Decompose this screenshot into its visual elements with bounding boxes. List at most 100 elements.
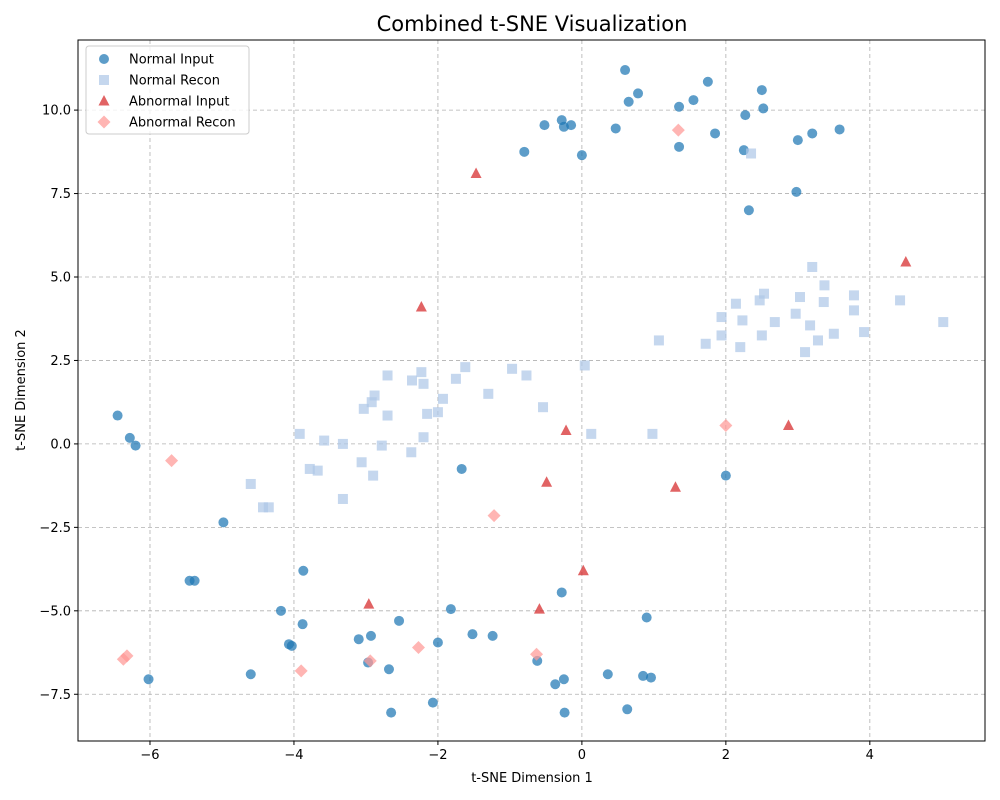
x-tick-label: −2 (428, 748, 447, 763)
point-normal-recon (895, 295, 906, 306)
point-normal-input (674, 141, 685, 152)
point-normal-recon (737, 315, 748, 326)
point-normal-recon (759, 288, 770, 299)
series-normal-input (112, 65, 845, 718)
point-normal-recon (818, 297, 829, 308)
point-abnormal-recon (719, 419, 733, 433)
point-normal-recon (805, 320, 816, 331)
point-abnormal-input (470, 167, 482, 179)
x-axis-label: t-SNE Dimension 1 (471, 771, 593, 786)
point-normal-input (124, 432, 135, 443)
chart-title: Combined t-SNE Visualization (377, 12, 688, 36)
point-normal-recon (807, 261, 818, 272)
point-normal-input (758, 103, 769, 114)
point-normal-input (620, 65, 631, 76)
point-normal-input (519, 146, 530, 157)
point-normal-recon (450, 373, 461, 384)
point-normal-input (456, 463, 467, 474)
point-normal-recon (828, 328, 839, 339)
point-normal-recon (716, 330, 727, 341)
point-normal-input (710, 128, 721, 139)
series-abnormal-input (363, 167, 912, 614)
point-normal-input (539, 120, 550, 131)
point-normal-recon (586, 428, 597, 439)
point-normal-input (791, 186, 802, 197)
point-normal-recon (507, 363, 518, 374)
series-normal-recon (245, 148, 949, 513)
point-normal-input (623, 96, 634, 107)
point-normal-recon (368, 470, 379, 481)
legend-box (85, 45, 250, 135)
x-tick-label: −6 (140, 748, 159, 763)
point-normal-recon (319, 435, 330, 446)
point-normal-input (576, 150, 587, 161)
legend: Normal Input Normal Recon Abnormal Input Ab… (85, 45, 250, 135)
point-normal-input (432, 637, 443, 648)
y-tick-label: 10.0 (42, 104, 71, 119)
point-normal-recon (257, 502, 268, 513)
point-normal-recon (366, 397, 377, 408)
y-axis-ticks: −7.5 −5.0 −2.5 0.0 2.5 5.0 7.5 10.0 (39, 104, 78, 703)
point-normal-recon (356, 457, 367, 468)
x-tick-label: −4 (284, 748, 303, 763)
series-abnormal-recon (116, 123, 733, 678)
point-normal-recon (358, 403, 369, 414)
point-normal-input (130, 440, 141, 451)
point-normal-input (298, 565, 309, 576)
point-normal-recon (382, 410, 393, 421)
point-normal-recon (416, 367, 427, 378)
point-normal-recon (579, 360, 590, 371)
point-normal-input (622, 704, 633, 715)
point-normal-recon (304, 463, 315, 474)
point-normal-recon (312, 465, 323, 476)
point-normal-input (487, 630, 498, 641)
y-tick-label: −7.5 (39, 688, 71, 703)
plot-frame (77, 39, 986, 742)
point-normal-recon (437, 393, 448, 404)
legend-label-normal-input: Normal Input (129, 53, 214, 68)
point-normal-recon (647, 428, 658, 439)
point-normal-recon (819, 280, 830, 291)
point-normal-input (807, 128, 818, 139)
point-normal-input (558, 674, 569, 685)
point-abnormal-recon (165, 454, 179, 468)
y-axis-label: t-SNE Dimension 2 (14, 329, 29, 451)
point-abnormal-recon (363, 654, 377, 668)
y-tick-label: 5.0 (50, 271, 71, 286)
point-normal-input (286, 640, 297, 651)
point-normal-input (602, 669, 613, 680)
point-normal-input (353, 634, 364, 645)
x-tick-label: 0 (578, 748, 586, 763)
point-normal-recon (756, 330, 767, 341)
point-normal-recon (460, 362, 471, 373)
point-normal-recon (700, 338, 711, 349)
point-normal-recon (521, 370, 532, 381)
point-normal-input (688, 95, 699, 106)
point-normal-input (702, 76, 713, 87)
point-normal-recon (812, 335, 823, 346)
point-normal-input (633, 88, 644, 99)
point-normal-recon (653, 335, 664, 346)
x-tick-label: 2 (722, 748, 730, 763)
point-normal-input (638, 670, 649, 681)
point-normal-input (467, 629, 478, 640)
point-normal-input (645, 672, 656, 683)
point-normal-recon (754, 295, 765, 306)
point-normal-input (740, 110, 751, 121)
point-normal-recon (848, 290, 859, 301)
point-abnormal-input (541, 476, 553, 487)
point-normal-input (720, 470, 731, 481)
point-normal-recon (769, 317, 780, 328)
legend-marker-abnormal-recon (97, 115, 111, 129)
point-normal-recon (422, 408, 433, 419)
point-normal-recon (790, 308, 801, 319)
point-abnormal-input (577, 564, 589, 576)
data-points (112, 65, 949, 718)
point-normal-recon (538, 402, 549, 413)
point-normal-recon (369, 390, 380, 401)
point-normal-recon (859, 327, 870, 338)
point-abnormal-input (533, 603, 545, 614)
legend-marker-normal-input (99, 54, 109, 64)
point-normal-input (756, 85, 767, 96)
point-normal-input (365, 630, 376, 641)
